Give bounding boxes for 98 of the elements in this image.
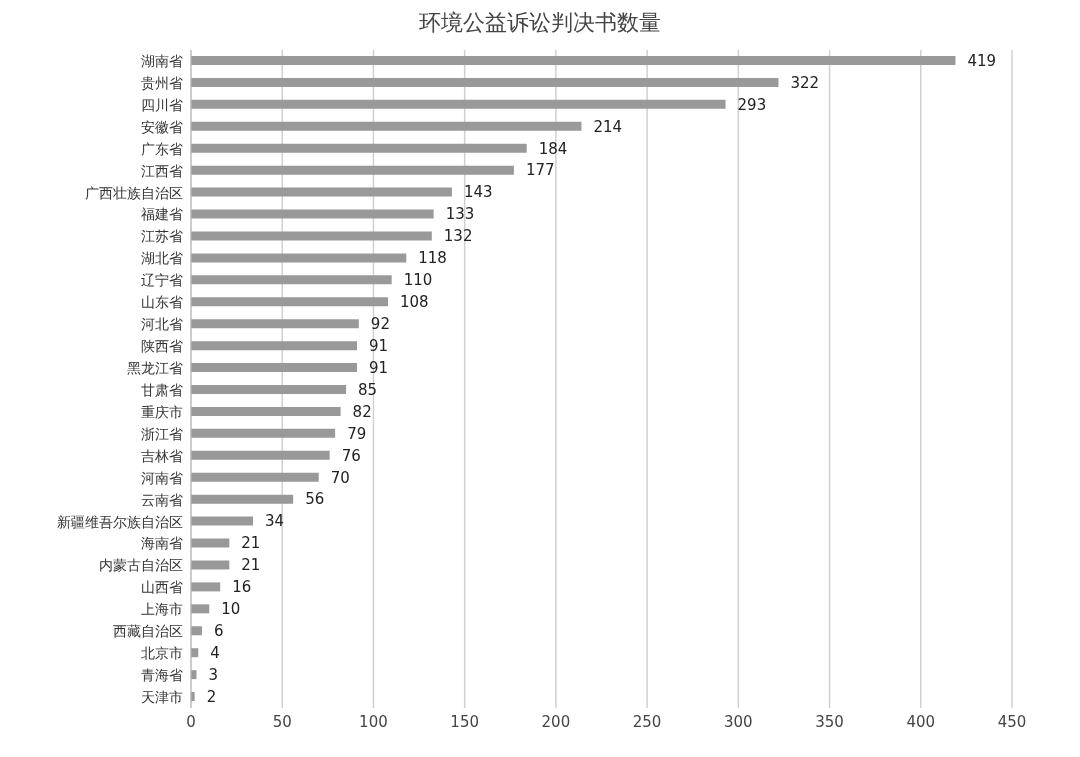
y-tick-label: 广西壮族自治区 (85, 184, 183, 201)
y-tick-label: 新疆维吾尔族自治区 (57, 513, 183, 530)
y-tick-label: 山东省 (141, 294, 183, 311)
bar (191, 275, 392, 285)
x-tick-label: 50 (272, 712, 292, 731)
bar (191, 99, 726, 109)
x-tick-label: 150 (450, 712, 479, 731)
bar (191, 231, 432, 241)
y-tick-label: 内蒙古自治区 (99, 557, 183, 574)
data-label: 118 (418, 249, 447, 268)
y-tick-label: 山西省 (141, 579, 183, 596)
data-label: 184 (538, 139, 568, 158)
data-label: 56 (305, 490, 325, 509)
bar (191, 604, 210, 614)
data-label: 293 (737, 95, 767, 114)
data-label: 177 (525, 161, 555, 180)
x-tick-label: 100 (359, 712, 388, 731)
data-label: 6 (213, 622, 224, 641)
bar (191, 253, 407, 263)
y-tick-label: 黑龙江省 (127, 360, 183, 376)
data-label: 21 (241, 556, 261, 575)
y-tick-label: 辽宁省 (141, 272, 183, 289)
bar (191, 297, 389, 307)
x-tick-label: 350 (815, 712, 844, 731)
y-tick-label: 湖南省 (141, 52, 183, 69)
bar (191, 385, 347, 394)
x-tick-label: 300 (724, 712, 753, 731)
data-label: 16 (232, 578, 252, 597)
y-tick-label: 河南省 (141, 469, 183, 486)
y-tick-label: 广东省 (141, 140, 183, 157)
data-label: 3 (208, 665, 219, 684)
x-tick-label: 450 (997, 712, 1027, 731)
y-tick-label: 西藏自治区 (113, 623, 183, 640)
bar (191, 472, 319, 482)
bar (191, 406, 341, 416)
y-tick-label: 湖北省 (141, 250, 183, 267)
bar (191, 582, 221, 592)
y-tick-label: 北京市 (141, 645, 183, 662)
chart-title: 环境公益诉讼判决书数量 (418, 9, 662, 37)
y-tick-label: 四川省 (141, 96, 183, 113)
bar (191, 187, 452, 197)
data-label: 133 (445, 205, 475, 224)
data-label: 10 (221, 600, 241, 619)
bar (191, 209, 434, 219)
y-tick-label: 吉林省 (141, 447, 183, 464)
y-tick-label: 江西省 (141, 162, 183, 179)
bar (191, 77, 779, 87)
x-tick-label: 400 (906, 712, 936, 731)
data-label: 108 (400, 293, 429, 312)
y-tick-label: 青海省 (141, 667, 183, 684)
y-tick-label: 福建省 (141, 206, 183, 223)
data-label: 70 (330, 468, 350, 487)
data-label: 85 (358, 380, 378, 399)
data-label: 214 (593, 117, 623, 136)
data-label: 34 (265, 512, 285, 531)
y-tick-label: 贵州省 (141, 74, 183, 91)
bar (191, 121, 582, 131)
data-label: 322 (790, 73, 820, 92)
y-tick-label: 上海市 (141, 601, 183, 618)
bar (191, 494, 294, 504)
y-tick-label: 江苏省 (141, 228, 183, 245)
data-label: 110 (403, 271, 433, 290)
data-label: 132 (443, 227, 473, 246)
data-label: 92 (370, 315, 390, 334)
data-label: 91 (369, 358, 389, 377)
bar (191, 626, 202, 636)
data-label: 82 (352, 402, 372, 421)
bar (191, 56, 956, 65)
bar (191, 428, 336, 438)
data-label: 79 (347, 424, 367, 443)
y-tick-label: 重庆市 (141, 403, 183, 420)
data-label: 21 (241, 534, 261, 553)
x-tick-label: 250 (632, 712, 662, 731)
y-tick-label: 浙江省 (141, 425, 183, 442)
data-label: 4 (210, 644, 220, 663)
y-tick-label: 河北省 (141, 316, 183, 333)
bar (191, 363, 358, 373)
bar (191, 538, 230, 548)
bar (191, 165, 514, 175)
bar (191, 560, 230, 570)
bar (191, 143, 527, 153)
data-label: 419 (967, 51, 997, 70)
x-tick-label: 200 (541, 712, 571, 731)
bar (191, 319, 359, 329)
y-tick-label: 甘肃省 (141, 381, 183, 398)
x-tick-label: 0 (186, 712, 196, 731)
data-label: 143 (463, 183, 493, 202)
y-tick-label: 天津市 (141, 689, 183, 705)
data-label: 91 (369, 336, 389, 355)
data-label: 76 (341, 446, 361, 465)
bar (191, 450, 330, 460)
bar (191, 516, 254, 526)
y-tick-label: 陕西省 (141, 338, 183, 355)
data-label: 2 (206, 687, 217, 706)
y-tick-label: 海南省 (141, 535, 183, 552)
y-tick-label: 云南省 (141, 491, 183, 508)
bar (191, 341, 358, 351)
y-tick-label: 安徽省 (141, 118, 183, 135)
